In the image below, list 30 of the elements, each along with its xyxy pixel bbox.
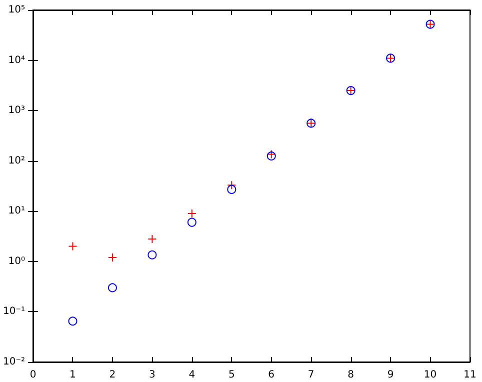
x-tick-label: 2 <box>109 370 116 380</box>
y-tick-label: 10⁻² <box>2 356 26 368</box>
x-tick-label: 10 <box>424 370 437 380</box>
x-tick-label: 3 <box>149 370 156 380</box>
y-tick-label: 10⁻¹ <box>2 306 26 318</box>
point <box>108 283 117 292</box>
y-tick-label: 10³ <box>8 105 26 116</box>
x-tick-label: 0 <box>30 370 36 380</box>
y-tick-label: 10¹ <box>8 206 26 217</box>
x-tick-label: 7 <box>308 370 314 380</box>
x-tick-label: 4 <box>188 370 196 380</box>
point <box>187 218 196 227</box>
point <box>148 234 157 244</box>
x-tick-label: 5 <box>228 370 235 380</box>
y-tick-label: 10⁰ <box>8 256 26 267</box>
x-tick-label: 9 <box>387 370 394 380</box>
y-tick-label: 10⁴ <box>8 54 26 66</box>
y-tick-label: 10⁵ <box>8 4 26 16</box>
x-tick-label: 6 <box>268 370 275 380</box>
point <box>148 250 157 260</box>
point <box>227 184 236 194</box>
x-tick-label: 8 <box>348 370 354 380</box>
point <box>187 208 196 218</box>
x-tick-label: 11 <box>464 370 476 380</box>
point <box>227 180 236 190</box>
point <box>68 242 78 251</box>
y-tick-label: 10² <box>8 155 26 166</box>
point <box>68 316 78 326</box>
point <box>108 252 117 262</box>
x-tick-label: 1 <box>70 370 76 380</box>
